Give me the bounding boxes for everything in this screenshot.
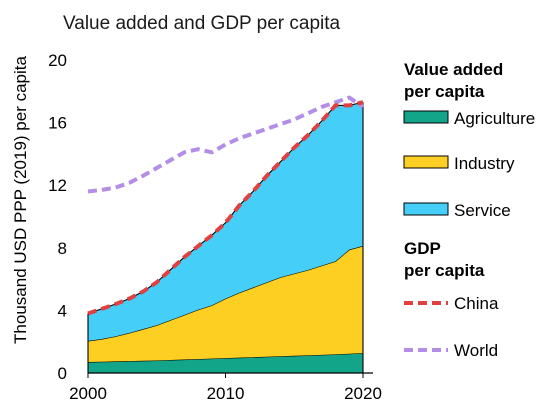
axes: 2000 2010 2020 0 4 8 12 16 20 [48, 51, 382, 403]
legend-label-agriculture: Agriculture [454, 109, 535, 128]
legend-swatch-service [403, 202, 449, 216]
legend-heading-gdp: GDP [404, 239, 441, 258]
legend-label-china: China [454, 294, 499, 313]
x-tick-label: 2020 [344, 384, 382, 403]
legend-heading-value-added: per capita [404, 82, 485, 101]
x-tick-label: 2000 [69, 384, 107, 403]
y-tick-label: 0 [58, 364, 67, 383]
legend-heading-value-added: Value added [404, 60, 503, 79]
y-axis-label: Thousand USD PPP (2019) per capita [11, 56, 30, 344]
x-tick-label: 2010 [207, 384, 245, 403]
plot-areas [87, 101, 364, 373]
y-tick-label: 8 [58, 239, 67, 258]
legend-heading-gdp: per capita [404, 261, 485, 280]
legend-swatch-industry [403, 155, 449, 169]
y-tick-label: 12 [48, 176, 67, 195]
line-world [87, 95, 365, 194]
y-tick-label: 16 [48, 114, 67, 133]
y-tick-label: 20 [48, 51, 67, 70]
line-china [87, 100, 364, 316]
legend: Value added per capita Agriculture Industry… [403, 60, 535, 360]
legend-label-service: Service [454, 201, 511, 220]
area-industry [88, 245, 363, 363]
chart-title: Value added and GDP per capita [63, 13, 341, 34]
area-service [88, 102, 363, 341]
legend-label-industry: Industry [454, 154, 515, 173]
plot-lines [87, 95, 365, 316]
legend-swatch-agriculture [403, 110, 449, 124]
y-tick-label: 4 [58, 301, 67, 320]
legend-label-world: World [454, 341, 498, 360]
area-agriculture [88, 353, 363, 373]
